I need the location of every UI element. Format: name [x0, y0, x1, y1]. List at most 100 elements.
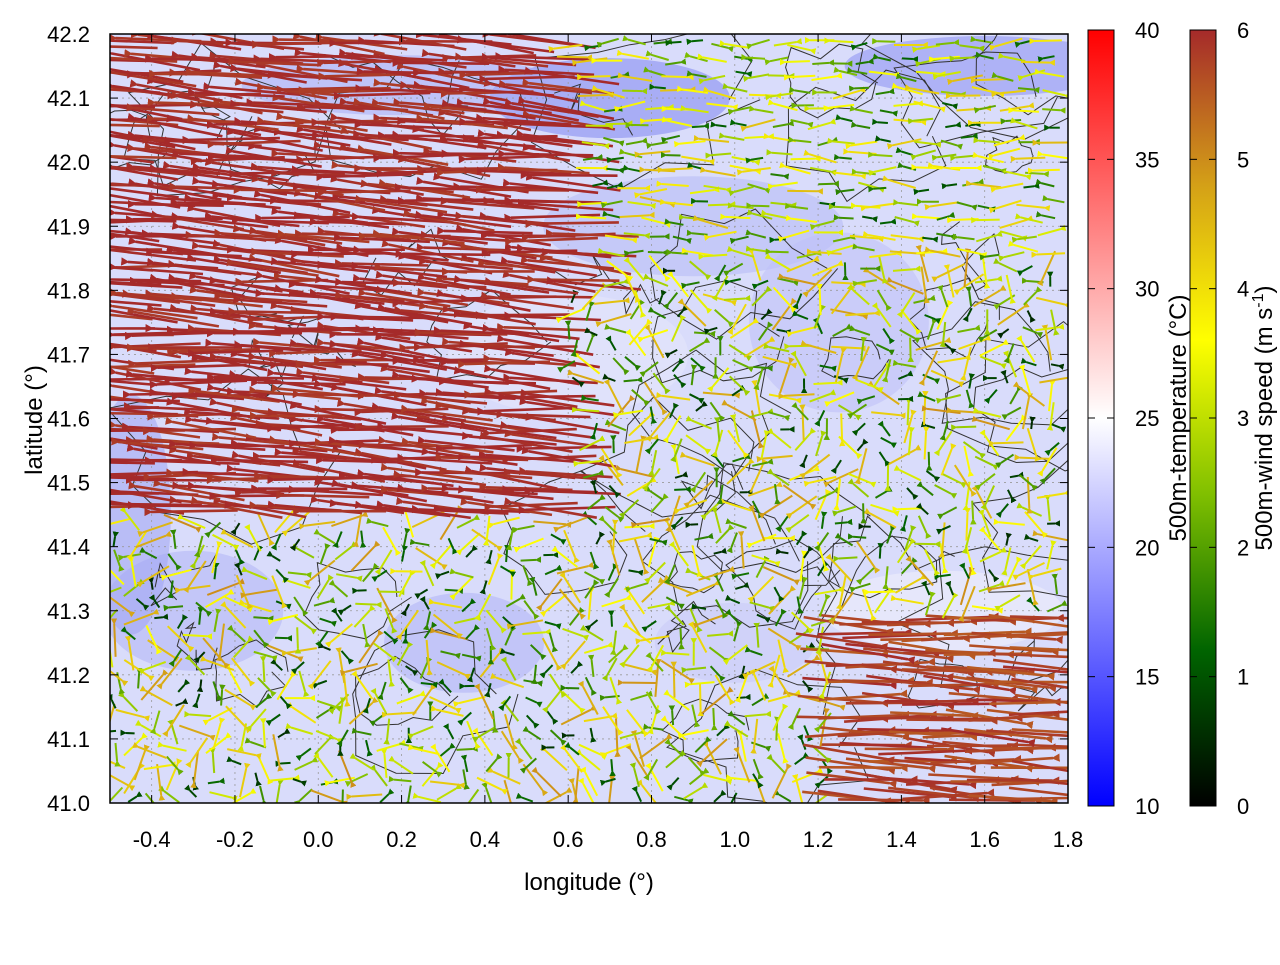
wind-vector [744, 137, 768, 138]
wind-vector [355, 604, 376, 605]
wind-vector [605, 124, 627, 125]
wind-vector [737, 697, 746, 698]
wind-vector [253, 617, 268, 618]
wind-vector [258, 383, 346, 385]
wind-vector [532, 222, 619, 223]
wind-vector [674, 667, 675, 698]
wind-vector [757, 628, 758, 648]
wind-vector [661, 76, 688, 77]
y-tick-label: 41.2 [47, 663, 90, 688]
y-tick-label: 41.0 [47, 791, 90, 816]
wind-vector [924, 396, 925, 425]
colorbar-tick-label: 0 [1237, 794, 1249, 819]
wind-vector [992, 748, 1075, 749]
y-tick-label: 41.9 [47, 214, 90, 239]
wind-vector [674, 489, 686, 490]
wind-vector [1016, 158, 1045, 159]
wind-vector [654, 42, 667, 43]
wind-vector [955, 57, 975, 58]
wind-vector [873, 155, 892, 156]
wind-vector [534, 280, 619, 281]
wind-vector [672, 253, 688, 254]
wind-vector [399, 63, 489, 64]
wind-vector [1021, 62, 1050, 63]
colorbar-tick-label: 3 [1237, 406, 1249, 431]
colorbar-tick-label: 35 [1135, 147, 1159, 172]
wind-vector [754, 367, 768, 368]
wind-label-end: ) [1251, 286, 1278, 294]
wind-vector [582, 203, 607, 204]
wind-vector [521, 560, 536, 561]
wind-vector [956, 427, 976, 428]
wind-vector [611, 616, 612, 627]
wind-vector [771, 252, 789, 253]
wind-vector [990, 798, 1073, 799]
wind-vector [616, 718, 617, 751]
wind-vector [482, 315, 569, 316]
wind-vector [700, 683, 701, 711]
wind-vector [775, 239, 786, 240]
wind-vector [961, 136, 973, 137]
wind-vector [812, 63, 829, 64]
wind-vector [868, 634, 951, 635]
wind-vector [87, 379, 177, 380]
wind-vector [199, 612, 200, 624]
wind-vector [297, 627, 298, 648]
wind-vector [506, 550, 507, 562]
wind-vector [692, 126, 704, 127]
x-tick-label: 1.2 [803, 827, 834, 852]
colorbar-tick-label: 20 [1135, 535, 1159, 560]
wind-vector [183, 635, 207, 636]
wind-vector [535, 665, 536, 679]
wind-vector [752, 206, 770, 207]
wind-vector [681, 628, 682, 644]
wind-vector [1020, 458, 1050, 459]
wind-vector [834, 207, 853, 208]
y-tick-label: 41.8 [47, 278, 90, 303]
y-tick-label: 41.3 [47, 599, 90, 624]
wind-vector [154, 617, 163, 618]
wind-vector [1031, 422, 1032, 429]
wind-vector [922, 238, 932, 239]
colorbar-tick-label: 4 [1237, 277, 1249, 302]
wind-vector [853, 537, 866, 538]
wind-vector [298, 253, 387, 254]
wind-vector [263, 661, 264, 682]
plot-area [65, 0, 1136, 816]
wind-vector [1014, 110, 1039, 111]
wind-vector [1027, 281, 1043, 282]
wind-vector [725, 217, 750, 218]
wind-label-main: 500m-wind speed (m s [1251, 308, 1278, 551]
wind-vector [152, 583, 153, 590]
colorbar-tick-label: 1 [1237, 665, 1249, 690]
y-tick-label: 41.5 [47, 471, 90, 496]
wind-vector [523, 447, 611, 449]
temperature-colorbar-label: 500m-temperature (°C) [1165, 294, 1192, 541]
wind-vector [107, 731, 116, 732]
wind-vector [611, 759, 612, 771]
wind-vector [789, 76, 815, 77]
wind-vector [606, 169, 618, 170]
wind-vector [421, 683, 432, 684]
wind-vector [648, 252, 663, 253]
wind-vector [966, 513, 967, 541]
wind-vector [819, 767, 901, 768]
wind-vector [213, 753, 214, 773]
wind-vector [908, 403, 909, 425]
wind-vector [791, 159, 816, 160]
wind-vector [835, 522, 847, 523]
y-axis-label: latitude (°) [21, 365, 48, 475]
wind-vector [724, 299, 745, 300]
x-tick-label: -0.2 [216, 827, 254, 852]
wind-vector [972, 501, 973, 520]
y-tick-label: 42.0 [47, 150, 90, 175]
y-tick-label: 42.1 [47, 86, 90, 111]
wind-vector [655, 87, 666, 88]
wind-vector [215, 568, 216, 579]
wind-vector [1035, 40, 1062, 41]
wind-vector [925, 432, 926, 460]
wind-vector [902, 704, 990, 705]
